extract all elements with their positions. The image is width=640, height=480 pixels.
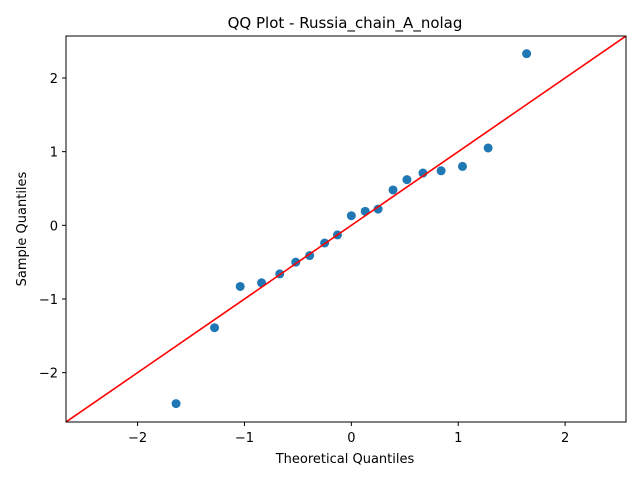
- y-tick-label: 0: [50, 219, 58, 234]
- data-point: [172, 399, 181, 408]
- y-tick-label: 1: [50, 146, 58, 161]
- data-point: [402, 175, 411, 184]
- x-tick-label: −2: [128, 431, 147, 446]
- data-point: [437, 166, 446, 175]
- x-tick-label: 1: [454, 431, 462, 446]
- y-tick-label: 2: [50, 72, 58, 87]
- data-point: [522, 49, 531, 58]
- data-point: [484, 143, 493, 152]
- chart-title: QQ Plot - Russia_chain_A_nolag: [228, 14, 463, 33]
- data-point: [210, 323, 219, 332]
- x-axis-label: Theoretical Quantiles: [275, 452, 415, 467]
- x-tick-label: 0: [347, 431, 355, 446]
- data-point: [236, 282, 245, 291]
- y-tick-label: −2: [39, 367, 58, 382]
- y-tick-label: −1: [39, 293, 58, 308]
- data-point: [458, 162, 467, 171]
- data-point: [347, 211, 356, 220]
- data-point: [389, 185, 398, 194]
- x-tick-label: −1: [235, 431, 254, 446]
- x-tick-label: 2: [561, 431, 569, 446]
- y-axis-label: Sample Quantiles: [15, 171, 30, 286]
